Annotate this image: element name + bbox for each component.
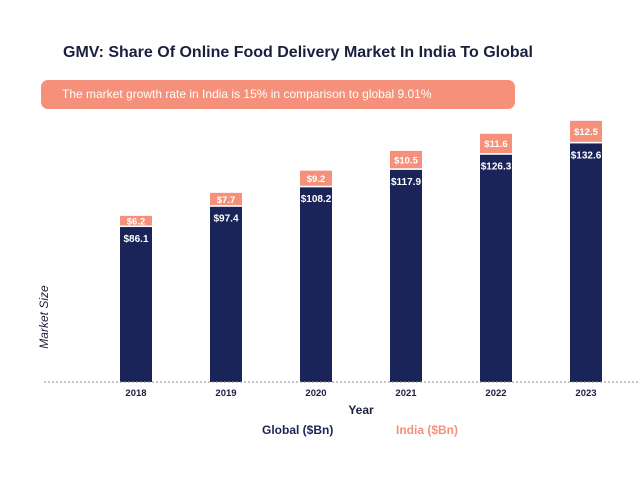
- bars-group: $6.2 $86.1 $7.7 $97.4 $9.2 $108.2 $10.5 $117.9 $…: [120, 120, 602, 382]
- legend-global: Global ($Bn): [262, 423, 334, 437]
- bar-separator-2020: [300, 185, 332, 188]
- bar-separator-2022: [480, 153, 512, 155]
- bar-india-2021: [390, 150, 422, 169]
- data-label-india-2020: $9.2: [307, 174, 326, 185]
- data-label-india-2022: $11.6: [484, 139, 507, 150]
- data-label-global-2019: $97.4: [213, 214, 238, 225]
- x-axis-label: Year: [348, 403, 374, 417]
- bar-india-2018: [120, 215, 152, 226]
- bar-india-2020: [300, 170, 332, 186]
- data-label-india-2018: $6.2: [127, 216, 146, 227]
- data-label-global-2018: $86.1: [123, 234, 148, 245]
- bar-global-2018: [120, 227, 152, 382]
- chart-title: GMV: Share Of Online Food Delivery Marke…: [63, 44, 533, 61]
- data-label-india-2023: $12.5: [574, 127, 598, 138]
- x-tick-label-2019: 2019: [215, 388, 236, 399]
- bar-india-2023: [570, 120, 602, 142]
- bar-global-2020: [300, 187, 332, 382]
- bar-india-2019: [210, 192, 242, 206]
- x-tick-labels: 2018 2019 2020 2021 2022 2023: [125, 388, 596, 399]
- data-label-global-2023: $132.6: [571, 150, 602, 161]
- bar-global-2022: [480, 154, 512, 382]
- growth-rate-banner: The market growth rate in India is 15% i…: [41, 80, 515, 109]
- growth-rate-text: The market growth rate in India is 15% i…: [62, 87, 432, 101]
- x-tick-label-2018: 2018: [125, 388, 146, 399]
- legend-india: India ($Bn): [396, 423, 458, 437]
- bar-separator-2018: [120, 225, 152, 228]
- data-label-global-2020: $108.2: [301, 194, 332, 205]
- data-label-global-2021: $117.9: [391, 177, 421, 188]
- data-label-india-2019: $7.7: [217, 195, 236, 206]
- bar-global-2021: [390, 169, 422, 382]
- bar-global-2019: [210, 206, 242, 382]
- bar-separator-2021: [390, 168, 422, 170]
- bar-separator-2023: [570, 141, 602, 144]
- bar-separator-2019: [210, 205, 242, 207]
- bar-global-2023: [570, 143, 602, 382]
- data-label-india-2021: $10.5: [394, 155, 418, 166]
- x-tick-label-2020: 2020: [305, 388, 326, 399]
- bar-india-2022: [480, 133, 512, 154]
- data-label-global-2022: $126.3: [481, 162, 512, 173]
- x-tick-label-2023: 2023: [575, 388, 596, 399]
- x-tick-label-2022: 2022: [485, 388, 506, 399]
- x-tick-label-2021: 2021: [395, 388, 417, 399]
